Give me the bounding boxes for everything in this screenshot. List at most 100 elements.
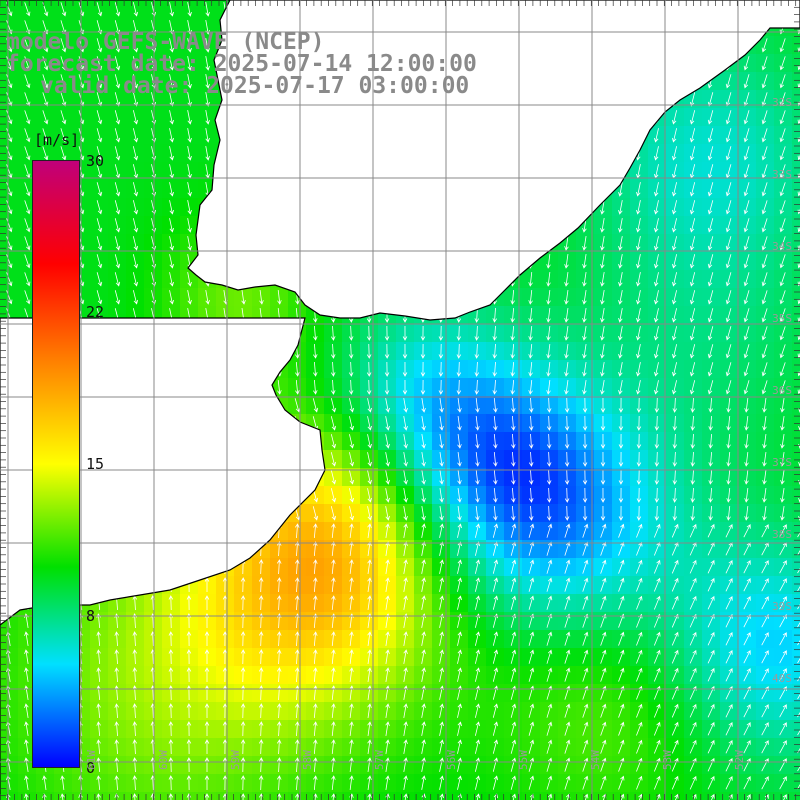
wind-arrow: [114, 236, 121, 251]
wind-arrow: [671, 631, 679, 646]
wind-arrow: [689, 344, 696, 359]
wind-arrow: [384, 379, 390, 395]
wind-arrow: [186, 667, 192, 683]
wind-arrow: [60, 793, 65, 800]
wind-arrow: [780, 488, 785, 503]
wind-arrow: [582, 631, 589, 646]
wind-arrow: [564, 254, 569, 269]
wind-arrow: [240, 649, 246, 665]
wind-arrow: [349, 506, 355, 521]
wind-arrow: [564, 487, 570, 503]
wind-arrow: [60, 92, 67, 107]
wind-arrow: [779, 272, 786, 287]
wind-arrow: [276, 541, 282, 557]
wind-arrow: [689, 254, 696, 269]
wind-arrow: [295, 739, 300, 755]
wind-arrow: [636, 631, 643, 646]
wind-arrow: [421, 416, 426, 431]
wind-arrow: [743, 758, 751, 772]
wind-arrow: [204, 649, 210, 665]
wind-arrow: [743, 344, 750, 359]
wind-arrow: [725, 92, 732, 107]
wind-arrow: [797, 765, 800, 772]
wind-arrow: [204, 595, 210, 611]
wind-arrow: [96, 74, 103, 89]
wind-arrow: [367, 649, 372, 664]
wind-arrow: [510, 649, 517, 664]
wind-arrow: [725, 362, 732, 377]
wind-arrow: [582, 775, 589, 790]
wind-arrow: [689, 631, 697, 646]
wind-arrow: [187, 200, 192, 215]
wind-arrow: [492, 541, 499, 556]
wind-arrow: [421, 488, 426, 503]
wind-arrow: [186, 703, 192, 719]
wind-arrow: [168, 667, 174, 683]
wind-arrow: [114, 757, 119, 773]
wind-arrow: [402, 325, 408, 341]
wind-arrow: [725, 757, 733, 772]
wind-arrow: [707, 649, 715, 664]
wind-arrow: [618, 577, 625, 592]
wind-arrow: [689, 775, 697, 790]
wind-arrow: [24, 290, 31, 305]
wind-arrow: [528, 739, 535, 754]
wind-arrow: [744, 470, 749, 485]
wind-arrow: [420, 325, 426, 341]
wind-arrow: [276, 649, 282, 665]
wind-arrow: [707, 344, 714, 359]
wind-arrow: [600, 523, 607, 538]
wind-arrow: [564, 631, 571, 646]
wind-arrow: [743, 740, 751, 754]
wind-arrow: [330, 434, 337, 449]
wind-arrow: [761, 776, 769, 790]
wind-arrow: [708, 469, 713, 485]
wind-arrow: [510, 757, 517, 772]
wind-arrow: [6, 254, 13, 269]
wind-arrow: [779, 128, 786, 143]
wind-arrow: [636, 505, 642, 521]
wind-arrow: [564, 362, 569, 377]
wind-arrow: [708, 415, 713, 431]
wind-arrow: [689, 649, 697, 664]
wind-arrow: [169, 74, 174, 89]
wind-arrow: [439, 452, 444, 467]
wind-cell: [792, 468, 800, 486]
wind-arrow: [690, 433, 695, 449]
wind-arrow: [582, 541, 589, 556]
wind-arrow: [403, 398, 408, 413]
wind-arrow: [475, 506, 480, 521]
wind-arrow: [744, 488, 749, 503]
wind-arrow: [439, 541, 444, 556]
colorbar-unit: [m/s]: [34, 131, 80, 149]
wind-arrow: [60, 56, 67, 71]
wind-arrow: [762, 488, 767, 503]
colorbar: [32, 160, 80, 768]
wind-arrow: [510, 739, 517, 754]
wind-arrow: [600, 487, 606, 503]
wind-arrow: [707, 523, 715, 538]
wind-arrow: [547, 793, 553, 800]
wind-arrow: [222, 757, 228, 773]
wind-arrow: [457, 721, 463, 736]
wind-arrow: [779, 344, 786, 359]
wind-arrow: [582, 505, 588, 521]
wind-arrow: [240, 631, 246, 647]
wind-arrow: [725, 218, 732, 233]
wind-arrow: [403, 523, 408, 538]
wind-arrow: [564, 236, 569, 251]
wind-arrow: [690, 487, 695, 503]
wind-arrow: [797, 226, 800, 233]
wind-arrow: [475, 434, 480, 449]
wind-arrow: [439, 470, 444, 485]
wind-arrow: [707, 110, 714, 125]
wind-arrow: [240, 703, 246, 719]
wind-arrow: [653, 380, 659, 395]
wind-arrow: [797, 657, 800, 664]
wind-arrow: [24, 38, 31, 53]
wind-arrow: [510, 721, 517, 736]
wind-arrow: [438, 325, 444, 341]
wind-arrow: [492, 307, 497, 323]
wind-arrow: [725, 128, 732, 143]
wind-arrow: [96, 775, 101, 791]
